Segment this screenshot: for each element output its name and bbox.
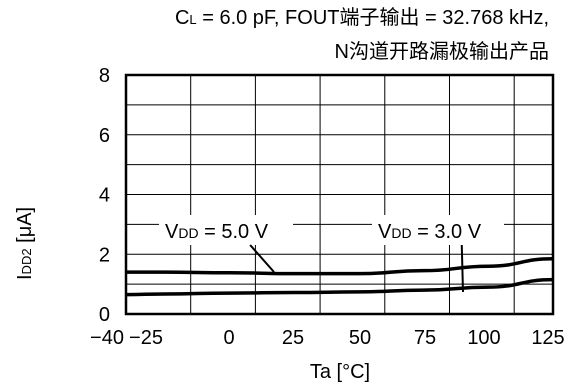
series-label-background	[372, 215, 504, 245]
x-axis-label: Ta [°C]	[310, 361, 370, 383]
series-label-leader	[460, 244, 464, 293]
series-line-2	[125, 277, 554, 297]
y-tick-label: 0	[99, 304, 110, 326]
chart-title-line1: CL = 6.0 pF, FOUT端子输出 = 32.768 kHz,	[175, 6, 549, 32]
y-tick-label: 4	[99, 185, 110, 207]
series-label-leader	[249, 244, 275, 273]
y-tick-label: 2	[99, 244, 110, 266]
chart-title-line2: N沟道开路漏极输出产品	[334, 41, 549, 63]
x-tick-label: 75	[414, 327, 436, 349]
x-tick-label: 0	[223, 327, 234, 349]
series-label-background	[159, 215, 293, 245]
series-line-1	[126, 256, 554, 276]
y-tick-label: 8	[99, 65, 110, 87]
title-c: C	[174, 7, 190, 29]
x-tick-label: 100	[467, 327, 500, 349]
series-labels: VDD = 5.0 V VDD = 3.0 V	[159, 215, 504, 293]
x-tick-label: 25	[282, 327, 304, 349]
x-tick-label: 125	[531, 327, 564, 349]
x-tick-label: 50	[349, 327, 371, 349]
title-c-subscript: L	[189, 12, 197, 27]
series-label-2: VDD = 3.0 V	[378, 221, 482, 243]
grid	[126, 75, 553, 314]
series-lines	[125, 256, 554, 297]
x-tick-label: −40	[90, 327, 124, 349]
series-label-1: VDD = 5.0 V	[165, 221, 269, 243]
plot-frame	[124, 73, 555, 316]
tick-labels: −40 −25 0 25 50 75 100 125 0 2 4 6 8	[90, 65, 565, 349]
x-tick-label: −25	[129, 327, 163, 349]
y-tick-label: 6	[99, 125, 110, 147]
title-conditions: = 6.0 pF, FOUT端子输出 = 32.768 kHz,	[196, 7, 549, 29]
